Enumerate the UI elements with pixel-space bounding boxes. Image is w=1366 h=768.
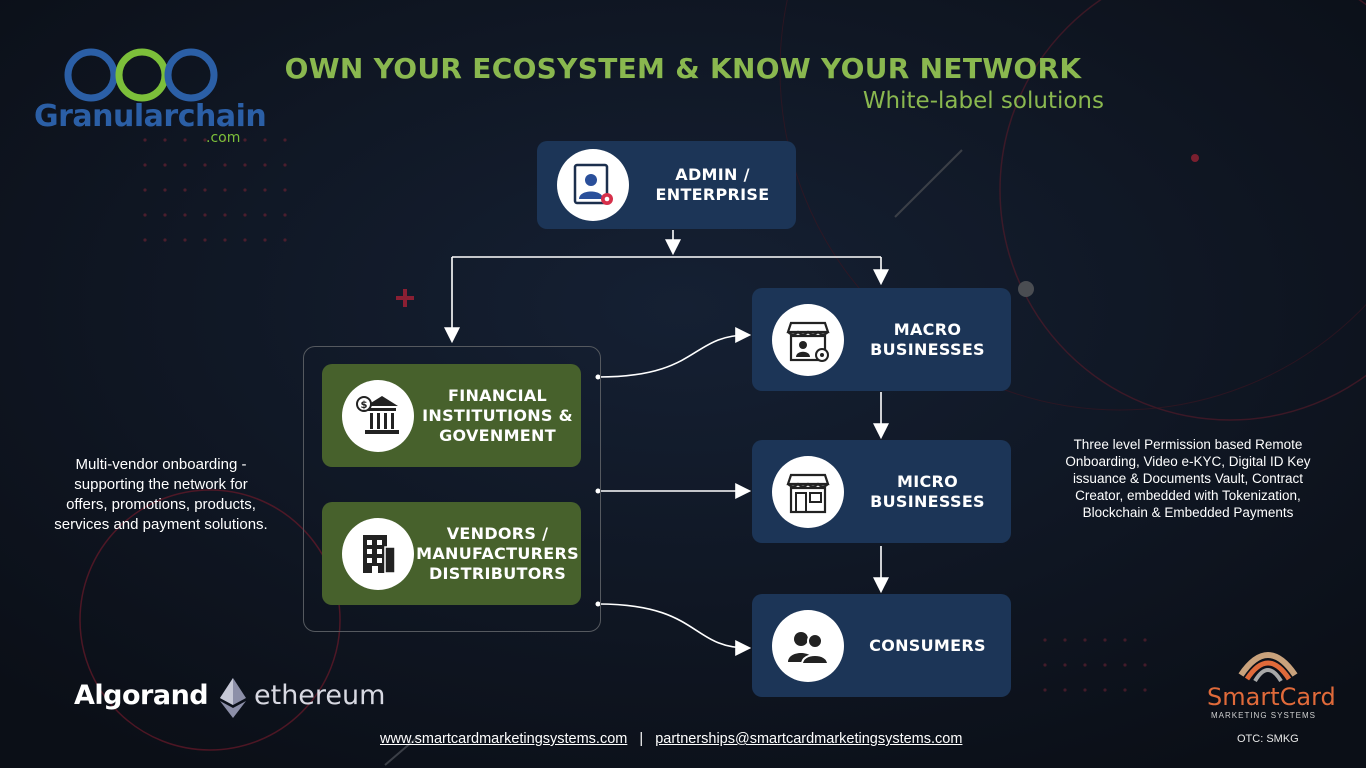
email-link[interactable]: partnerships@smartcardmarketingsystems.c… bbox=[655, 731, 963, 747]
consumers-node[interactable]: CONSUMERS bbox=[752, 594, 1011, 697]
granularchain-suffix: .com bbox=[206, 130, 241, 146]
micro-label-line1: MICRO bbox=[896, 471, 959, 491]
ethereum-diamond-icon bbox=[220, 678, 246, 718]
store-gear-icon bbox=[772, 303, 844, 376]
algorand-text: Algorand bbox=[74, 680, 209, 711]
left-text-line4: services and payment solutions. bbox=[54, 516, 268, 533]
admin-label-line2: ENTERPRISE bbox=[655, 185, 770, 204]
micro-businesses-node[interactable]: MICRO BUSINESSES bbox=[752, 440, 1011, 543]
footer-separator: | bbox=[639, 731, 644, 747]
admin-label-line1: ADMIN / bbox=[675, 165, 750, 184]
ethereum-logo: ethereum bbox=[220, 676, 390, 720]
supplier-group-box bbox=[303, 346, 601, 632]
otc-ticker: OTC: SMKG bbox=[1237, 733, 1299, 745]
ethereum-text: ethereum bbox=[254, 680, 386, 711]
website-link[interactable]: www.smartcardmarketingsystems.com bbox=[380, 731, 628, 747]
multi-vendor-description: Multi-vendor onboarding - supporting the… bbox=[30, 455, 292, 535]
svg-text:$: $ bbox=[361, 400, 368, 411]
page-subtitle: White-label solutions bbox=[862, 88, 1104, 114]
vendors-label-line2: MANUFACTURERS bbox=[416, 543, 579, 563]
macro-businesses-node[interactable]: MACRO BUSINESSES bbox=[752, 288, 1011, 391]
right-text-line4: Creator, embedded with Tokenization, bbox=[1075, 488, 1301, 503]
footer-contact: www.smartcardmarketingsystems.com | part… bbox=[380, 731, 962, 747]
right-text-line1: Three level Permission based Remote bbox=[1073, 437, 1303, 452]
bank-icon: $ bbox=[342, 379, 414, 452]
granularchain-rings-icon bbox=[64, 48, 218, 102]
right-text-line5: Blockchain & Embedded Payments bbox=[1082, 505, 1294, 520]
smartcard-name: SmartCard bbox=[1207, 683, 1336, 711]
people-icon bbox=[772, 609, 844, 682]
granularchain-brand: Granularchain bbox=[34, 99, 267, 134]
consumers-label: CONSUMERS bbox=[869, 635, 986, 655]
smartcard-logo: SmartCard MARKETING SYSTEMS bbox=[1205, 645, 1336, 725]
permission-description: Three level Permission based Remote Onbo… bbox=[1040, 436, 1336, 521]
vendors-label-line3: DISTRIBUTORS bbox=[428, 563, 567, 583]
admin-user-gear-icon bbox=[557, 149, 629, 221]
financial-label-line3: GOVENMENT bbox=[439, 425, 556, 445]
left-text-line2: supporting the network for bbox=[74, 476, 248, 493]
right-text-line2: Onboarding, Video e-KYC, Digital ID Key bbox=[1065, 454, 1311, 469]
left-text-line3: offers, promotions, products, bbox=[66, 496, 256, 513]
building-icon bbox=[342, 517, 414, 590]
macro-label-line2: BUSINESSES bbox=[870, 339, 985, 359]
granularchain-logo: Granularchain .com bbox=[34, 45, 267, 150]
smartcard-tagline: MARKETING SYSTEMS bbox=[1211, 711, 1317, 720]
financial-label-line1: FINANCIAL bbox=[447, 385, 548, 405]
page-title: OWN YOUR ECOSYSTEM & KNOW YOUR NETWORK bbox=[284, 52, 1082, 85]
shop-icon bbox=[772, 455, 844, 528]
right-text-line3: issuance & Documents Vault, Contract bbox=[1072, 471, 1304, 486]
micro-label-line2: BUSINESSES bbox=[870, 491, 985, 511]
vendors-label-line1: VENDORS / bbox=[446, 523, 549, 543]
financial-label-line2: INSTITUTIONS & bbox=[422, 405, 573, 425]
macro-label-line1: MACRO bbox=[893, 319, 962, 339]
algorand-logo: Algorand bbox=[74, 680, 209, 720]
admin-enterprise-node[interactable]: ADMIN / ENTERPRISE bbox=[537, 141, 796, 229]
smartcard-globe-icon bbox=[1238, 652, 1298, 683]
left-text-line1: Multi-vendor onboarding - bbox=[75, 456, 247, 473]
financial-institutions-node[interactable]: $ FINANCIAL INSTITUTIONS & GOVENMENT bbox=[322, 364, 581, 467]
vendors-manufacturers-node[interactable]: VENDORS / MANUFACTURERS DISTRIBUTORS bbox=[322, 502, 581, 605]
